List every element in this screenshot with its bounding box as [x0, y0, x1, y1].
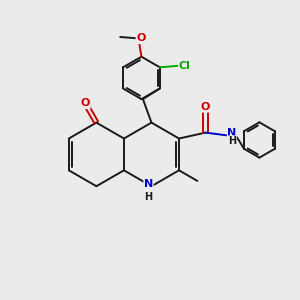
Text: N: N — [144, 179, 153, 189]
Text: N: N — [227, 128, 237, 138]
Text: O: O — [81, 98, 90, 109]
Text: H: H — [145, 191, 153, 202]
Text: O: O — [201, 102, 210, 112]
Text: Cl: Cl — [178, 61, 190, 71]
Text: O: O — [136, 33, 146, 43]
Text: H: H — [228, 136, 236, 146]
